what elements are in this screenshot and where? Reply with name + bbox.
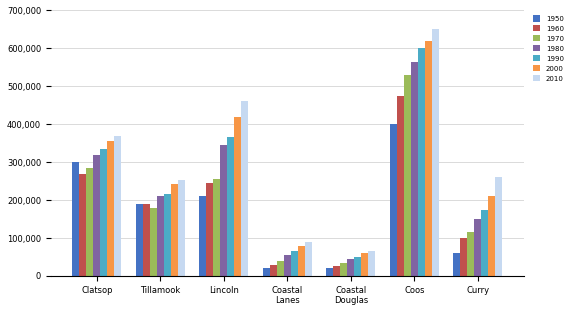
Bar bbox=[368, 251, 375, 276]
Bar bbox=[425, 41, 432, 276]
Bar bbox=[228, 138, 235, 276]
Bar bbox=[390, 124, 397, 276]
Bar bbox=[80, 173, 86, 276]
Bar bbox=[284, 255, 291, 276]
Bar bbox=[150, 208, 157, 276]
Bar bbox=[495, 177, 502, 276]
Bar bbox=[355, 257, 362, 276]
Legend: 1950, 1960, 1970, 1980, 1990, 2000, 2010: 1950, 1960, 1970, 1980, 1990, 2000, 2010 bbox=[532, 14, 565, 83]
Bar bbox=[263, 268, 270, 276]
Bar bbox=[432, 29, 439, 276]
Bar bbox=[270, 265, 277, 276]
Bar bbox=[136, 204, 143, 276]
Bar bbox=[114, 136, 121, 276]
Bar bbox=[200, 196, 206, 276]
Bar bbox=[100, 149, 108, 276]
Bar bbox=[220, 145, 228, 276]
Bar bbox=[157, 196, 164, 276]
Bar bbox=[178, 180, 185, 276]
Bar bbox=[340, 263, 347, 276]
Bar bbox=[327, 268, 333, 276]
Bar bbox=[460, 238, 467, 276]
Bar bbox=[171, 184, 178, 276]
Bar bbox=[291, 251, 298, 276]
Bar bbox=[305, 242, 312, 276]
Bar bbox=[206, 183, 213, 276]
Bar bbox=[333, 266, 340, 276]
Bar bbox=[482, 210, 488, 276]
Bar bbox=[347, 259, 355, 276]
Bar bbox=[488, 196, 495, 276]
Bar bbox=[143, 204, 150, 276]
Bar bbox=[397, 96, 404, 276]
Bar bbox=[454, 253, 460, 276]
Bar bbox=[93, 154, 100, 276]
Bar bbox=[298, 246, 305, 276]
Bar bbox=[474, 219, 482, 276]
Bar bbox=[164, 194, 171, 276]
Bar bbox=[213, 179, 220, 276]
Bar bbox=[404, 75, 411, 276]
Bar bbox=[86, 168, 93, 276]
Bar bbox=[418, 48, 425, 276]
Bar bbox=[108, 140, 114, 276]
Bar bbox=[73, 162, 80, 276]
Bar bbox=[362, 253, 368, 276]
Bar bbox=[241, 101, 248, 276]
Bar bbox=[277, 261, 284, 276]
Bar bbox=[467, 232, 474, 276]
Bar bbox=[411, 62, 418, 276]
Bar bbox=[235, 117, 241, 276]
